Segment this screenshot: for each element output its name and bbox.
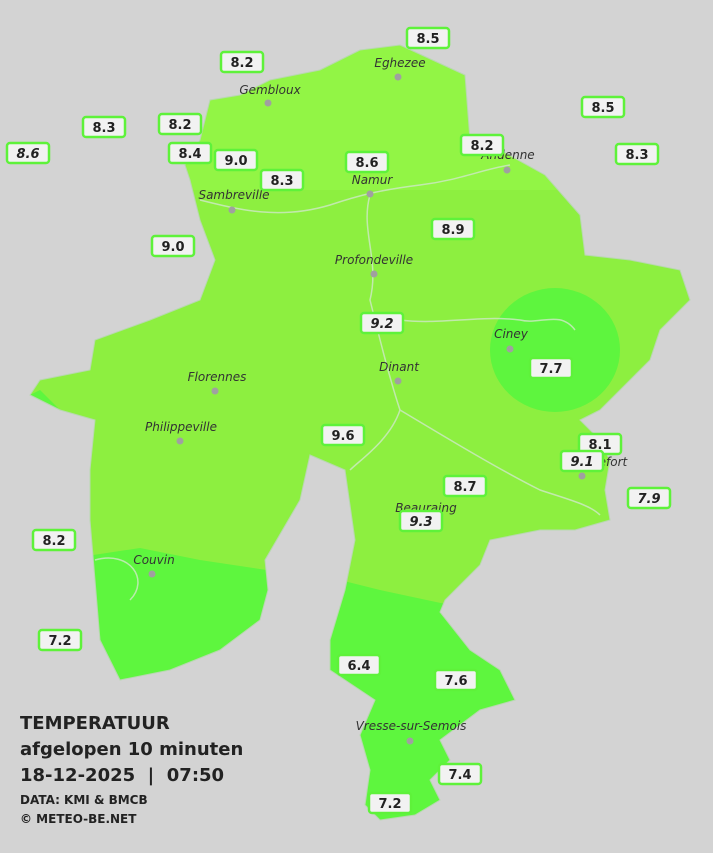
station-box [167, 141, 213, 165]
station-value: 7.2 [48, 634, 71, 649]
city-label: Ciney [494, 327, 529, 341]
station-value: 8.9 [441, 223, 464, 238]
city-label: Couvin [133, 553, 174, 567]
station-value: 7.2 [378, 797, 401, 812]
station-value: 7.4 [448, 768, 471, 783]
subtitle: afgelopen 10 minuten [20, 739, 243, 760]
city-label: Florennes [188, 370, 247, 384]
station-value: 9.2 [370, 317, 393, 332]
station-box [433, 668, 479, 692]
station-box [157, 112, 203, 136]
city-dot [370, 270, 378, 278]
city-label: Eghezee [374, 56, 425, 70]
station-value: 8.2 [470, 139, 493, 154]
station-value: 8.2 [42, 534, 65, 549]
station-box [150, 234, 196, 258]
station-value: 8.4 [178, 147, 201, 162]
station-box [398, 509, 444, 533]
station-value: 8.5 [416, 32, 439, 47]
source: DATA: KMI & BMCB [20, 793, 148, 807]
station-value: 6.4 [347, 659, 370, 674]
station-box [5, 141, 51, 165]
station-box [580, 95, 626, 119]
station-box [430, 217, 476, 241]
station-box [81, 115, 127, 139]
station-box [367, 791, 413, 815]
station-box [528, 356, 574, 380]
stations: 8.5 8.2 8.5 8.3 8.2 8.6 8.4 9.0 8.3 8.6 8.2 8.3 8.9 9… [5, 26, 672, 815]
city-dot [176, 437, 184, 445]
city-label: Sambreville [198, 188, 269, 202]
city-dot [148, 570, 156, 578]
city-label: Namur [352, 173, 394, 187]
station-box [437, 762, 483, 786]
station-value: 8.1 [588, 438, 611, 453]
station-value: 7.6 [444, 674, 467, 689]
station-value: 9.3 [409, 515, 432, 530]
city-dot [578, 472, 586, 480]
station-value: 8.3 [625, 148, 648, 163]
station-value: 8.6 [16, 147, 39, 162]
timestamp: 18-12-2025 | 07:50 [20, 765, 224, 786]
title: TEMPERATUUR [20, 713, 170, 734]
city-dot [394, 73, 402, 81]
station-box [459, 133, 505, 157]
station-value: 9.0 [224, 154, 247, 169]
city-label: Vresse-sur-Semois [356, 719, 467, 733]
city-dot [211, 387, 219, 395]
station-box [559, 449, 605, 473]
station-box [442, 474, 488, 498]
station-value: 8.2 [230, 56, 253, 71]
station-value: 9.0 [161, 240, 184, 255]
station-box [405, 26, 451, 50]
station-box [37, 628, 83, 652]
zone-ciney [490, 288, 620, 412]
station-box [336, 653, 382, 677]
station-value: 8.3 [92, 121, 115, 136]
city-dot [394, 377, 402, 385]
station-box [259, 168, 305, 192]
copyright: © METEO-BE.NET [20, 812, 137, 826]
city-dot [503, 166, 511, 174]
station-value: 8.7 [453, 480, 476, 495]
station-value: 7.9 [637, 492, 660, 507]
station-box [213, 148, 259, 172]
station-box [626, 486, 672, 510]
station-value: 8.5 [591, 101, 614, 116]
station-value: 8.6 [355, 156, 378, 171]
station-value: 9.1 [570, 455, 593, 470]
station-box [344, 150, 390, 174]
rivers [94, 164, 601, 601]
station-box [31, 528, 77, 552]
city-dot [228, 206, 236, 214]
city-dot [264, 99, 272, 107]
station-value: 7.7 [539, 362, 562, 377]
city-label: Profondeville [335, 253, 413, 267]
city-label: Dinant [379, 360, 420, 374]
city-dot [406, 737, 414, 745]
station-value: 8.2 [168, 118, 191, 133]
station-box [614, 142, 660, 166]
city-label: Philippeville [145, 420, 217, 434]
city-label: Gembloux [239, 83, 301, 97]
station-box [320, 423, 366, 447]
station-value: 8.3 [270, 174, 293, 189]
station-value: 9.6 [331, 429, 354, 444]
station-box [359, 311, 405, 335]
station-box [219, 50, 265, 74]
city-dot [506, 345, 514, 353]
zone-west [30, 390, 60, 410]
city-dot [366, 190, 374, 198]
